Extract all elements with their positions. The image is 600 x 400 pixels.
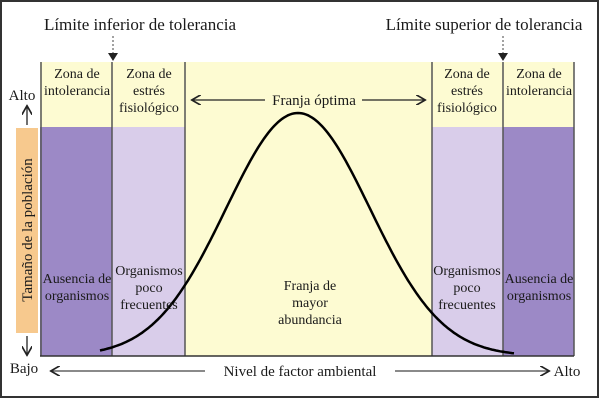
zone-label: intolerancia bbox=[506, 84, 573, 99]
zone-label: Zona de bbox=[54, 67, 99, 82]
zone-label: fisiológico bbox=[437, 101, 497, 116]
upper-limit-title: Límite superior de tolerancia bbox=[386, 15, 583, 34]
zone-label: Ausencia de bbox=[43, 272, 112, 287]
zone-label: Organismos bbox=[433, 264, 500, 279]
stress-zone-left bbox=[112, 127, 185, 356]
zone-label: fisiológico bbox=[119, 101, 179, 116]
lower-limit-title: Límite inferior de tolerancia bbox=[44, 15, 237, 34]
zone-label: frecuentes bbox=[438, 298, 496, 313]
zone-label: poco bbox=[453, 281, 480, 296]
zone-label: poco bbox=[135, 281, 162, 296]
zone-label: Zona de bbox=[126, 67, 171, 82]
stress-zone-right bbox=[432, 127, 503, 356]
zone-label: estrés bbox=[451, 84, 483, 99]
y-axis-label: Tamaño de la población bbox=[20, 158, 36, 302]
zone-label: Organismos bbox=[115, 264, 182, 279]
zone-label: abundancia bbox=[278, 313, 343, 328]
absence-zone-left bbox=[40, 127, 112, 356]
zone-label: intolerancia bbox=[44, 84, 111, 99]
zone-label: Franja de bbox=[284, 279, 336, 294]
zone-label: mayor bbox=[292, 296, 328, 311]
x-axis-high: Alto bbox=[554, 364, 581, 380]
y-axis-low: Bajo bbox=[10, 361, 38, 377]
zone-label: organismos bbox=[45, 289, 109, 304]
zone-label: estrés bbox=[133, 84, 165, 99]
zone-label: frecuentes bbox=[120, 298, 178, 313]
y-axis-label-background bbox=[16, 128, 38, 333]
zone-label: Zona de bbox=[516, 67, 561, 82]
x-axis-label: Nivel de factor ambiental bbox=[224, 364, 377, 380]
zone-label: Ausencia de bbox=[505, 272, 574, 287]
zone-dividers bbox=[40, 62, 575, 356]
absence-zone-right bbox=[503, 127, 574, 356]
zone-label: Zona de bbox=[444, 67, 489, 82]
upper-limit-arrow-icon bbox=[498, 53, 508, 61]
optimal-range-label: Franja óptima bbox=[272, 93, 356, 109]
population-curve bbox=[99, 111, 515, 355]
y-axis-high: Alto bbox=[9, 88, 36, 104]
zone-label: organismos bbox=[507, 289, 571, 304]
lower-limit-arrow-icon bbox=[108, 53, 118, 61]
